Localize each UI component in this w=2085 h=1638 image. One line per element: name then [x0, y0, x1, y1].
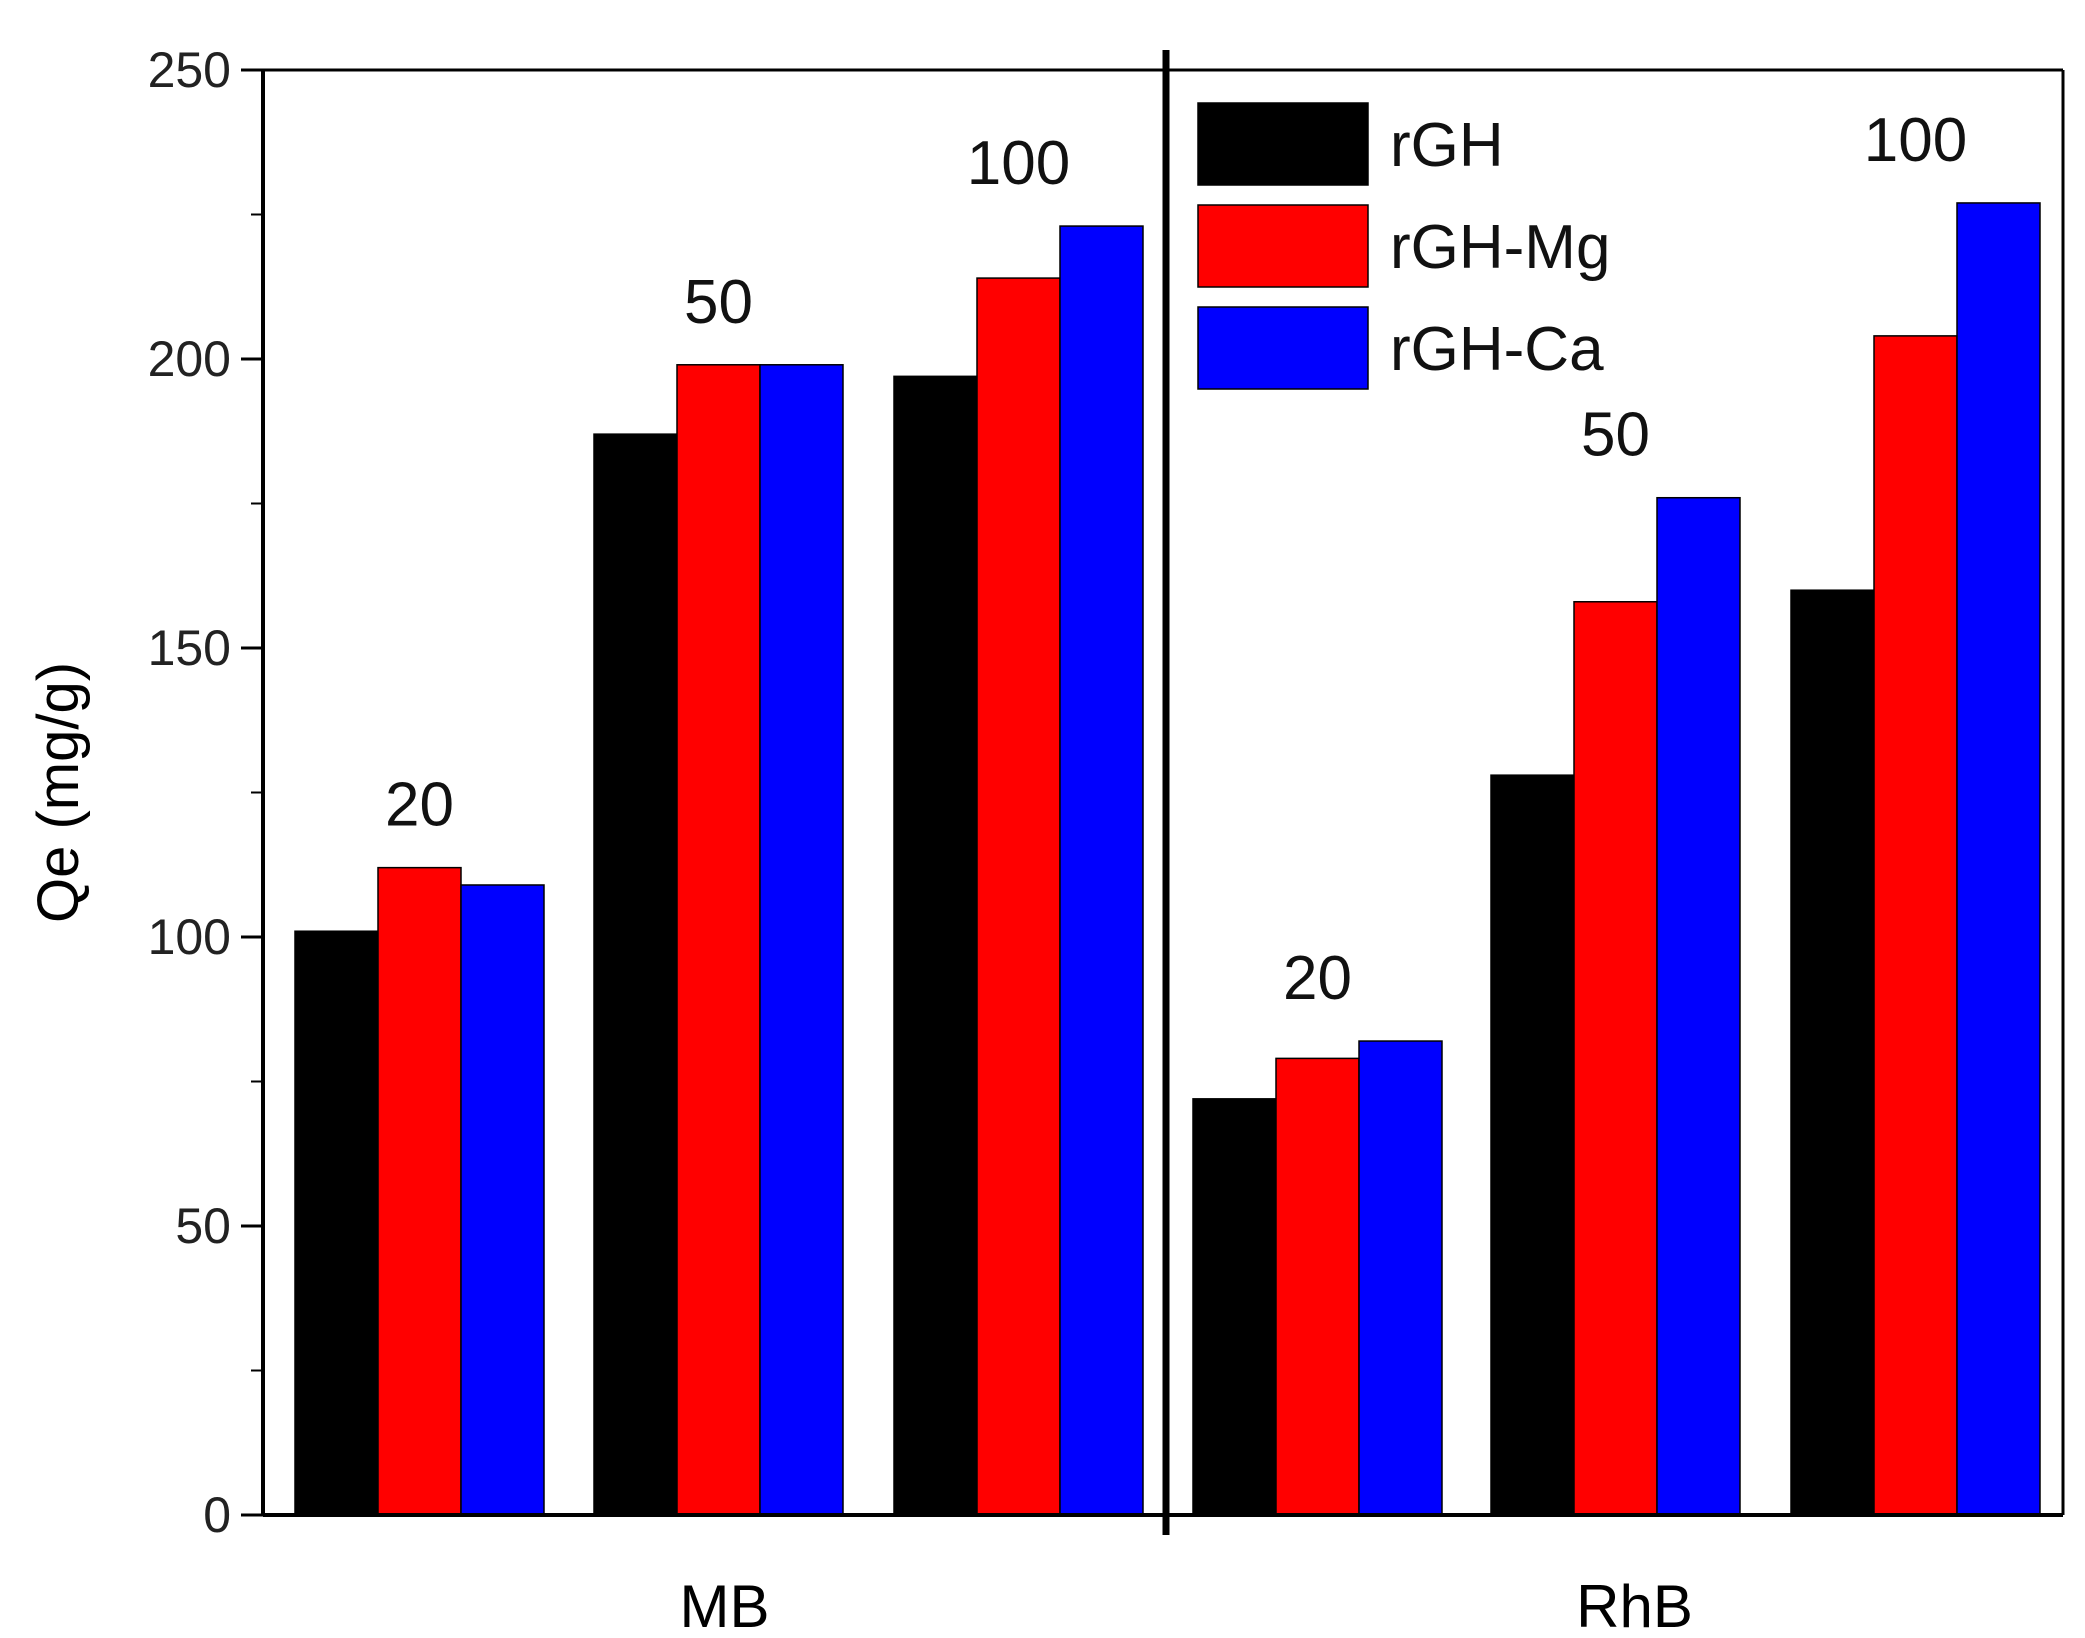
text-layer: 20 50 100 MB 20 50 100 RhB 0 50 100 150 200 250 Qe (mg… [26, 42, 1967, 1638]
y-tick-label: 50 [175, 1198, 231, 1254]
x-group-label: RhB [1576, 1573, 1693, 1638]
bar-mb-20-rgh-mg [377, 866, 462, 1516]
legend-label: rGH-Ca [1390, 315, 1604, 384]
legend: rGH rGH-Mg rGH-Ca [1197, 102, 1610, 390]
bar-rhb-100-rgh-mg [1873, 335, 1958, 1516]
bar-rhb-100-rgh-ca [1956, 202, 2041, 1516]
y-axis-title: Qe (mg/g) [26, 662, 91, 923]
x-group-label: MB [680, 1573, 770, 1638]
bar-cluster-annotation: 20 [1283, 944, 1352, 1013]
bar-mb-50-rgh-ca [759, 364, 844, 1516]
bar-mb-20-rgh-ca [460, 884, 545, 1516]
bar-cluster-annotation: 100 [1864, 106, 1967, 175]
bar-mb-100-rgh-ca [1059, 225, 1144, 1516]
bar-cluster-annotation: 50 [684, 268, 753, 337]
legend-swatch-rgh [1197, 102, 1369, 186]
bar-rhb-20-rgh [1192, 1098, 1277, 1516]
bar-mb-20-rgh [294, 930, 379, 1516]
legend-swatch-rgh-ca [1197, 306, 1369, 390]
bar-cluster-annotation: 50 [1581, 401, 1650, 470]
bar-rhb-100-rgh [1790, 589, 1875, 1516]
bar-rhb-20-rgh-ca [1358, 1040, 1443, 1516]
bar-rhb-20-rgh-mg [1275, 1057, 1360, 1516]
bar-mb-100-rgh-mg [976, 277, 1061, 1516]
bar-mb-50-rgh [593, 433, 678, 1516]
bars-layer [294, 202, 2041, 1516]
bar-rhb-50-rgh [1490, 774, 1575, 1516]
legend-label: rGH-Mg [1390, 213, 1610, 282]
y-tick-label: 150 [148, 620, 231, 676]
bar-cluster-annotation: 20 [385, 771, 454, 840]
legend-label: rGH [1390, 111, 1504, 180]
y-tick-label: 250 [148, 42, 231, 98]
legend-swatch-rgh-mg [1197, 204, 1369, 288]
y-tick-label: 200 [148, 331, 231, 387]
bar-cluster-annotation: 100 [967, 129, 1070, 198]
axes-layer [241, 50, 2065, 1535]
y-tick-label: 100 [148, 909, 231, 965]
bar-mb-50-rgh-mg [676, 364, 761, 1516]
bar-rhb-50-rgh-mg [1573, 601, 1658, 1516]
y-tick-label: 0 [203, 1487, 231, 1543]
bar-mb-100-rgh [893, 375, 978, 1516]
bar-rhb-50-rgh-ca [1656, 496, 1741, 1516]
